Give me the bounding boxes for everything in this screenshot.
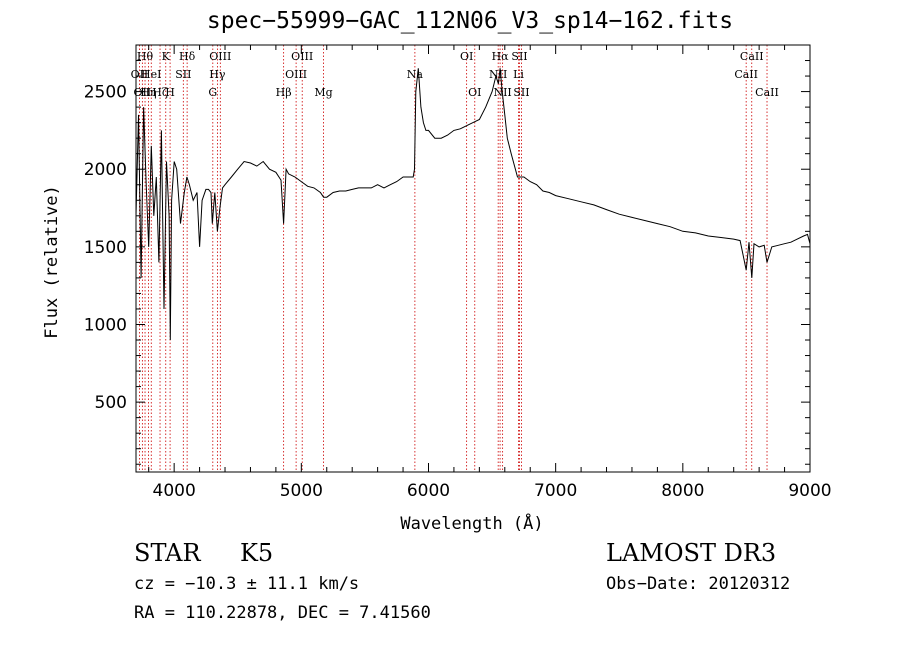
line-marker-label: Hβ [276, 86, 292, 99]
y-tick-label: 1500 [84, 238, 127, 258]
line-marker-label: SII [175, 68, 191, 81]
obs-date: Obs−Date: 20120312 [606, 574, 791, 594]
y-tick-label: 2000 [84, 160, 127, 180]
line-marker-label: K [162, 50, 171, 63]
line-marker-label: Hθ [137, 50, 154, 63]
y-axis-label: Flux (relative) [42, 185, 62, 339]
x-tick-label: 7000 [534, 481, 577, 501]
line-marker-label: OI [468, 86, 481, 99]
line-marker-label: CaII [734, 68, 758, 81]
line-markers [139, 45, 768, 472]
redshift-readout: cz = −10.3 ± 11.1 km/s [134, 574, 360, 594]
y-tick-label: 500 [95, 393, 127, 413]
line-marker-label: SII [511, 50, 527, 63]
object-class: STAR [134, 539, 201, 567]
y-tick-label: 1000 [84, 315, 127, 335]
line-marker-label: Hγ [209, 68, 226, 81]
x-tick-label: 8000 [661, 481, 704, 501]
x-tick-label: 4000 [153, 481, 196, 501]
line-marker-label: OII [131, 68, 149, 81]
line-marker-label: Hα [492, 50, 510, 63]
line-marker-label: Mg [314, 86, 332, 99]
line-marker-label: Hδ [179, 50, 196, 63]
line-marker-label: Na [407, 68, 424, 81]
chart-title: spec−55999−GAC_112N06_V3_sp14−162.fits [206, 8, 734, 34]
object-subclass: K5 [240, 539, 274, 567]
line-marker-label: Hζ [152, 86, 168, 99]
line-marker-label: Li [513, 68, 524, 81]
line-marker-label: OI [460, 50, 473, 63]
line-marker-label: SII [513, 86, 529, 99]
line-marker-label: OIII [291, 50, 313, 63]
coordinates: RA = 110.22878, DEC = 7.41560 [134, 603, 431, 623]
survey-name: LAMOST DR3 [606, 539, 777, 567]
line-marker-label: CaII [755, 86, 779, 99]
x-axis-label: Wavelength (Å) [400, 512, 543, 534]
y-axis-ticks: 500 1000 1500 2000 2500 [84, 60, 810, 465]
line-marker-label: CaII [740, 50, 764, 63]
line-marker-label: OII [133, 86, 151, 99]
line-marker-label: Hη [140, 86, 156, 99]
line-marker-label: OIII [209, 50, 231, 63]
line-marker-label: G [208, 86, 217, 99]
x-axis-ticks: 4000 5000 6000 7000 8000 9000 [148, 45, 832, 501]
line-marker-labels: OIIOIIHθHηHeIHζKHSIIHδGHγOIIIHβOIIIOIIIM… [131, 50, 779, 99]
plot-frame [135, 44, 811, 473]
line-marker-label: OIII [285, 68, 307, 81]
line-marker-label: NII [489, 68, 507, 81]
spectrum-line [135, 68, 811, 341]
x-tick-label: 9000 [788, 481, 831, 501]
line-marker-label: H [165, 86, 175, 99]
x-tick-label: 6000 [407, 481, 450, 501]
y-tick-label: 2500 [84, 83, 127, 103]
line-marker-label: HeI [141, 68, 161, 81]
x-tick-label: 5000 [280, 481, 323, 501]
